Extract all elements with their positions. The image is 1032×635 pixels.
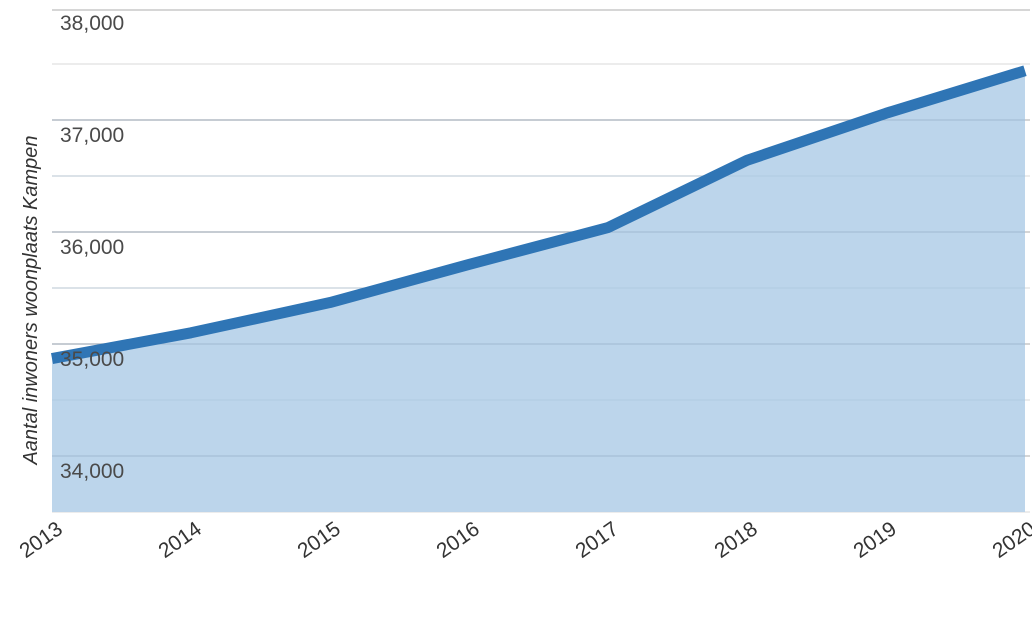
- y-tick-label: 36,000: [60, 236, 124, 259]
- x-tick-label: 2020: [988, 517, 1032, 563]
- y-tick-label: 37,000: [60, 124, 124, 147]
- series-line: [50, 65, 1027, 364]
- y-tick-label: 34,000: [60, 460, 124, 483]
- y-axis-label: Aantal inwoners woonplaats Kampen: [20, 135, 42, 465]
- y-tick-label: 38,000: [60, 12, 124, 35]
- area-layer: [52, 70, 1025, 512]
- x-tick-label: 2015: [293, 517, 344, 563]
- x-tick-label: 2018: [710, 517, 761, 563]
- x-tick-label: 2016: [432, 517, 483, 563]
- x-tick-label: 2014: [154, 517, 206, 563]
- line-layer: [50, 65, 1027, 364]
- y-axis-ticks: 34,000 35,000 36,000 37,000 38,000: [60, 12, 124, 483]
- x-tick-label: 2017: [571, 517, 622, 563]
- x-tick-label: 2019: [849, 517, 900, 563]
- x-axis-ticks: 2013 2014 2015 2016 2017 2018 2019 2020: [15, 517, 1032, 563]
- x-tick-label: 2013: [15, 517, 66, 563]
- area-fill: [52, 70, 1025, 512]
- y-tick-label: 35,000: [60, 348, 124, 371]
